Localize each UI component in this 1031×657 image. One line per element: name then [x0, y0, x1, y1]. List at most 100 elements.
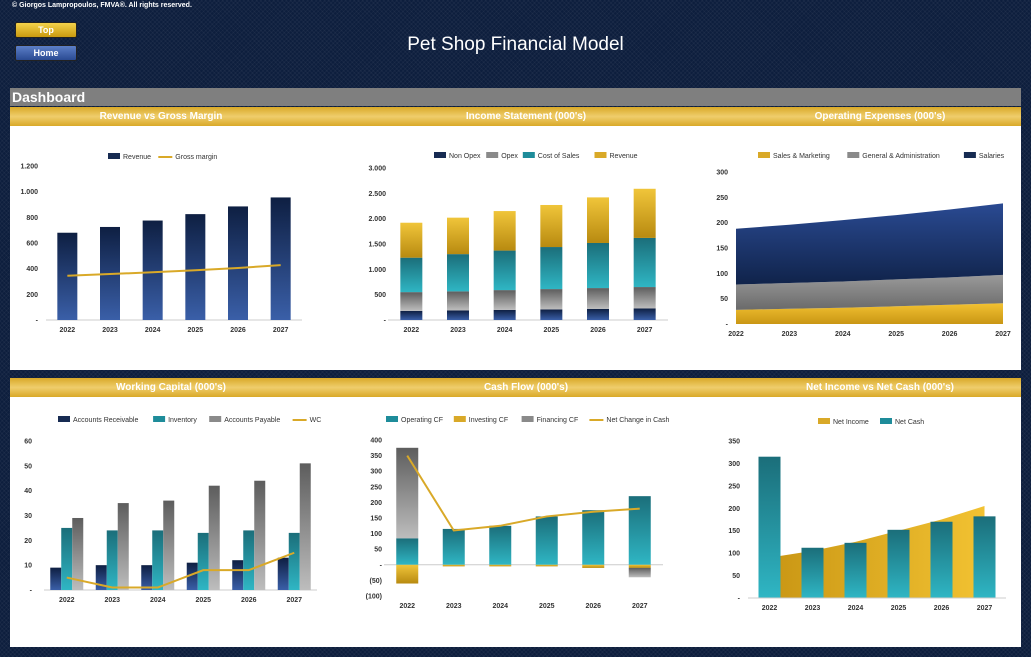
y-tick-label: 40 [24, 488, 32, 495]
row1-title-band: Revenue vs Gross Margin Income Statement… [10, 107, 1021, 126]
x-tick-label: 2027 [637, 327, 653, 334]
cashflow-bar-segment [396, 447, 419, 539]
income-bar-segment [493, 290, 516, 310]
revenue-bar [57, 232, 78, 320]
income-bar-segment [633, 237, 656, 288]
x-tick-label: 2024 [497, 327, 513, 334]
wc-line [66, 551, 295, 589]
net-cash-bar [758, 456, 781, 598]
income-chart: Non Opex Opex Cost of Sales Revenue - 500 1.00… [368, 152, 668, 334]
cashflow-bar-segment [396, 564, 419, 584]
y-tick-label: (50) [370, 578, 382, 585]
income-bar-segment [447, 310, 469, 320]
y-tick-label: 150 [370, 516, 382, 523]
y-tick-label: 200 [370, 500, 382, 507]
cashflow-bar-segment [628, 496, 651, 565]
legend-label-1: General & Administration [862, 153, 940, 160]
x-tick-label: 2026 [585, 603, 601, 610]
x-tick-label: 2022 [762, 605, 778, 612]
income-bar-segment [493, 309, 516, 320]
revenue-chart-title: Revenue vs Gross Margin [99, 111, 223, 122]
x-tick-label: 2027 [632, 603, 648, 610]
revenue-bar [270, 197, 291, 320]
cashflow-bar-segment [582, 510, 605, 565]
y-tick-label: 1.500 [368, 242, 386, 249]
legend-label-0: Net Income [833, 419, 869, 426]
x-tick-label: 2022 [404, 327, 420, 334]
x-tick-label: 2025 [195, 597, 211, 604]
legend-label-3: Revenue [610, 153, 638, 160]
page-title: Pet Shop Financial Model [407, 34, 624, 55]
income-bar-segment [540, 289, 563, 310]
y-tick-label: - [380, 562, 383, 569]
net-change-line [406, 455, 640, 532]
dashboard-label: Dashboard [12, 89, 86, 105]
legend-swatch-0 [58, 416, 70, 422]
y-tick-label: 200 [728, 506, 740, 513]
home-button[interactable]: Home [15, 45, 77, 61]
y-tick-label: 2.500 [368, 191, 386, 198]
legend-label-2: Accounts Payable [224, 417, 280, 424]
income-bar-segment [447, 254, 469, 292]
cashflow-bar-segment [489, 564, 512, 567]
legend-swatch-0 [758, 152, 770, 158]
wc-bar [277, 557, 289, 590]
income-bar-segment [587, 197, 609, 243]
x-tick-label: 2023 [102, 327, 118, 334]
net-cash-bar [887, 529, 910, 598]
y-tick-label: 400 [26, 266, 38, 273]
net-cash-bar [844, 542, 867, 598]
legend-label-2: Financing CF [537, 417, 579, 424]
income-bar-segment [633, 188, 656, 238]
cashflow-bar-segment [535, 516, 558, 565]
legend-swatch-0 [818, 418, 830, 424]
netincome-chart: Net Income Net Cash - 50 100 150 200 250 300 350 2… [728, 418, 1006, 612]
revenue-chart: Revenue Gross margin - 200 400 600 800 1.000 1.2… [20, 153, 302, 334]
wc-bar [197, 532, 209, 590]
x-tick-label: 2026 [230, 327, 246, 334]
x-tick-label: 2025 [188, 327, 204, 334]
x-tick-label: 2027 [977, 605, 993, 612]
opex-chart: Sales & Marketing General & Administratio… [716, 152, 1011, 338]
y-tick-label: 200 [716, 220, 728, 227]
cashflow-bar-segment [489, 525, 512, 565]
legend-label-0: Sales & Marketing [773, 153, 830, 160]
legend-label-0: Revenue [123, 154, 151, 161]
x-tick-label: 2024 [492, 603, 508, 610]
wc-chart: Accounts Receivable Inventory Accounts Pay… [24, 416, 321, 604]
y-tick-label: - [30, 588, 33, 595]
wc-bar [254, 480, 266, 590]
revenue-bar [185, 214, 206, 320]
legend-label-3: Net Change in Cash [606, 417, 669, 424]
y-tick-label: 200 [26, 292, 38, 299]
legend-label-0: Accounts Receivable [73, 417, 138, 424]
legend-label-1: Opex [501, 153, 518, 160]
y-tick-label: 1.200 [20, 164, 38, 171]
y-tick-label: 300 [716, 170, 728, 177]
y-tick-label: 350 [728, 439, 740, 446]
wc-bar [50, 567, 62, 590]
wc-bar [163, 500, 175, 590]
net-cash-bar [930, 521, 953, 598]
x-tick-label: 2023 [446, 603, 462, 610]
income-bar-segment [540, 309, 563, 320]
income-bar-segment [493, 211, 516, 251]
top-button[interactable]: Top [15, 22, 77, 38]
y-tick-label: 2.000 [368, 216, 386, 223]
cashflow-bar-segment [628, 564, 651, 568]
x-tick-label: 2023 [104, 597, 120, 604]
opex-area-salaries [736, 203, 1003, 285]
net-cash-bar [973, 516, 996, 598]
x-tick-label: 2025 [539, 603, 555, 610]
legend-swatch-1 [453, 416, 466, 422]
opex-area-general-administration [736, 274, 1003, 310]
income-bar-segment [633, 308, 656, 320]
y-tick-label: 600 [26, 241, 38, 248]
y-tick-label: - [726, 322, 729, 329]
cashflow-bar-segment [535, 564, 558, 567]
netincome-chart-title: Net Income vs Net Cash (000's) [806, 382, 954, 393]
legend-swatch-2 [963, 152, 976, 158]
row2-title-band: Working Capital (000's) Cash Flow (000's… [10, 378, 1021, 397]
income-bar-segment [587, 288, 609, 309]
y-tick-label: 300 [370, 469, 382, 476]
